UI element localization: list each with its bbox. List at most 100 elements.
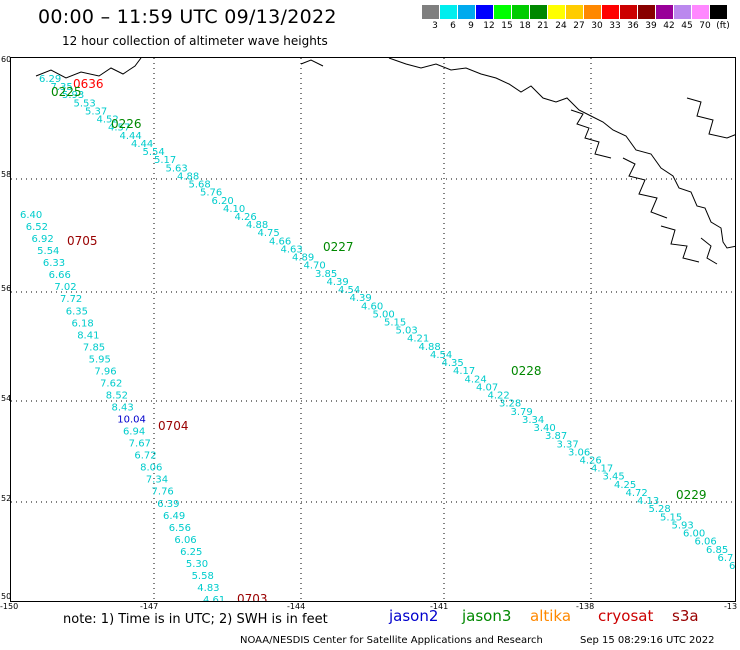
scale-swatch: [530, 5, 547, 19]
track-b-value: 6.40: [20, 210, 42, 221]
scale-label: 6: [450, 21, 456, 31]
satellite-altika: altika: [530, 607, 572, 625]
track-a-value: 4.60: [361, 301, 383, 312]
track-a-value: 4.24: [465, 374, 487, 385]
satellite-jason2: jason2: [389, 607, 439, 625]
track-a-value: 5.93: [672, 520, 694, 531]
track-b-value: 7.62: [100, 378, 122, 389]
scale-swatch: [674, 5, 691, 19]
scale-swatch: [620, 5, 637, 19]
track-b-value: 5.54: [37, 246, 59, 257]
scale-label: 18: [519, 21, 531, 31]
track-a-value: 4.44: [131, 139, 153, 150]
scale-label: 12: [483, 21, 495, 31]
scale-swatch: [656, 5, 673, 19]
track-a-value: 4.25: [614, 480, 636, 491]
scale-label: 39: [645, 21, 657, 31]
latitude-label: 52: [1, 494, 12, 503]
latitude-label: 58: [1, 170, 12, 179]
scale-swatch: [548, 5, 565, 19]
scale-swatch: [710, 5, 727, 19]
track-a-value: 4.22: [488, 391, 510, 402]
page-subtitle: 12 hour collection of altimeter wave hei…: [62, 34, 328, 48]
track-b-value: 7.72: [60, 294, 82, 305]
track-a-value: 3.79: [511, 407, 533, 418]
track-b-value: 8.43: [112, 403, 134, 414]
scale-label: 24: [555, 21, 567, 31]
track-b-value: 8.06: [140, 463, 162, 474]
track-a-value: 4.10: [223, 204, 245, 215]
track-b-value: 8.41: [77, 330, 99, 341]
longitude-label: -138: [576, 602, 595, 611]
scale-label: 36: [627, 21, 639, 31]
track-a-value: 4.75: [258, 228, 280, 239]
track-b-value: 6.33: [43, 258, 65, 269]
track-a-value: 6: [729, 561, 735, 572]
track-b-value: 8.52: [106, 390, 128, 401]
track-b-value: 4.61: [203, 595, 225, 602]
track-b-value: 6.39: [157, 499, 179, 510]
track-b-value: 6.66: [49, 270, 71, 281]
note-text: note: 1) Time is in UTC; 2) SWH is in fe…: [63, 612, 328, 627]
track-a-value: 4.66: [269, 236, 291, 247]
page-title: 00:00 – 11:59 UTC 09/13/2022: [38, 6, 337, 28]
track-a-value: 5.53: [74, 98, 96, 109]
track-a-value: 3.37: [557, 439, 579, 450]
track-a-value: 6.7: [718, 553, 734, 564]
satellite-jason3: jason3: [462, 607, 512, 625]
map-canvas: 6.297.355.935.535.374.524.574.444.445.54…: [11, 58, 735, 602]
track-a-value: 4.52: [97, 115, 119, 126]
track-a-value: 3.28: [499, 399, 521, 410]
track-a-value: 5.28: [649, 504, 671, 515]
scale-label: 33: [609, 21, 621, 31]
track-a-value: 6.29: [39, 74, 61, 85]
graticule: [11, 58, 735, 601]
track-a-value: 4.88: [177, 171, 199, 182]
track-b-value: 7.85: [83, 342, 105, 353]
track-a-value: 4.39: [350, 293, 372, 304]
track-a-value: 3.87: [545, 431, 567, 442]
time-label-0228: 0228: [511, 364, 542, 378]
scale-label: (ft): [716, 21, 730, 31]
scale-label: 30: [591, 21, 603, 31]
footer-timestamp: Sep 15 08:29:16 UTC 2022: [580, 635, 715, 646]
track-a-value: 4.72: [626, 488, 648, 499]
scale-label: 21: [537, 21, 549, 31]
satellite-cryosat: cryosat: [598, 607, 654, 625]
scale-swatch: [638, 5, 655, 19]
track-b-value: 5.30: [186, 559, 208, 570]
track-b-value: 5.95: [89, 354, 111, 365]
track-b-value: 6.25: [180, 547, 202, 558]
latitude-label: 56: [1, 284, 12, 293]
time-label-0703: 0703: [237, 592, 268, 602]
longitude-label: -150: [0, 602, 19, 611]
track-b-value: 6.56: [169, 523, 191, 534]
track-a-value: 4.44: [120, 131, 142, 142]
track-a-value: 4.17: [453, 366, 475, 377]
track-b-value: 6.49: [163, 511, 185, 522]
track-a-value: 4.26: [580, 455, 602, 466]
track-a-value: 4.63: [281, 244, 303, 255]
track-b-value: 4.83: [197, 583, 219, 594]
track-a-value: 4.89: [292, 253, 314, 264]
footer-credit: NOAA/NESDIS Center for Satellite Applica…: [240, 635, 543, 646]
time-label-0636: 0636: [73, 77, 104, 91]
scale-swatch: [602, 5, 619, 19]
scale-swatch: [422, 5, 439, 19]
track-a-value: 4.54: [430, 350, 452, 361]
track-a-value: 6.20: [212, 196, 234, 207]
track-a-value: 4.35: [442, 358, 464, 369]
time-label-0227: 0227: [323, 240, 354, 254]
coastline: [35, 58, 735, 265]
track-b-value: 6.06: [174, 535, 196, 546]
track-a-value: 6.00: [683, 529, 705, 540]
track-a-value: 5.37: [85, 106, 107, 117]
track-a-value: 3.34: [522, 415, 544, 426]
track-a-value: 4.88: [246, 220, 268, 231]
wave-height-map: 6.29 7.35 5.93 5.53 5.37 4.52 4.57 4.44 4.44 5.54…: [10, 57, 736, 602]
scale-label: 27: [573, 21, 585, 31]
scale-swatch: [440, 5, 457, 19]
track-b-value: 6.94: [123, 427, 145, 438]
track-labels: 6.297.355.935.535.374.524.574.444.445.54…: [20, 74, 735, 602]
